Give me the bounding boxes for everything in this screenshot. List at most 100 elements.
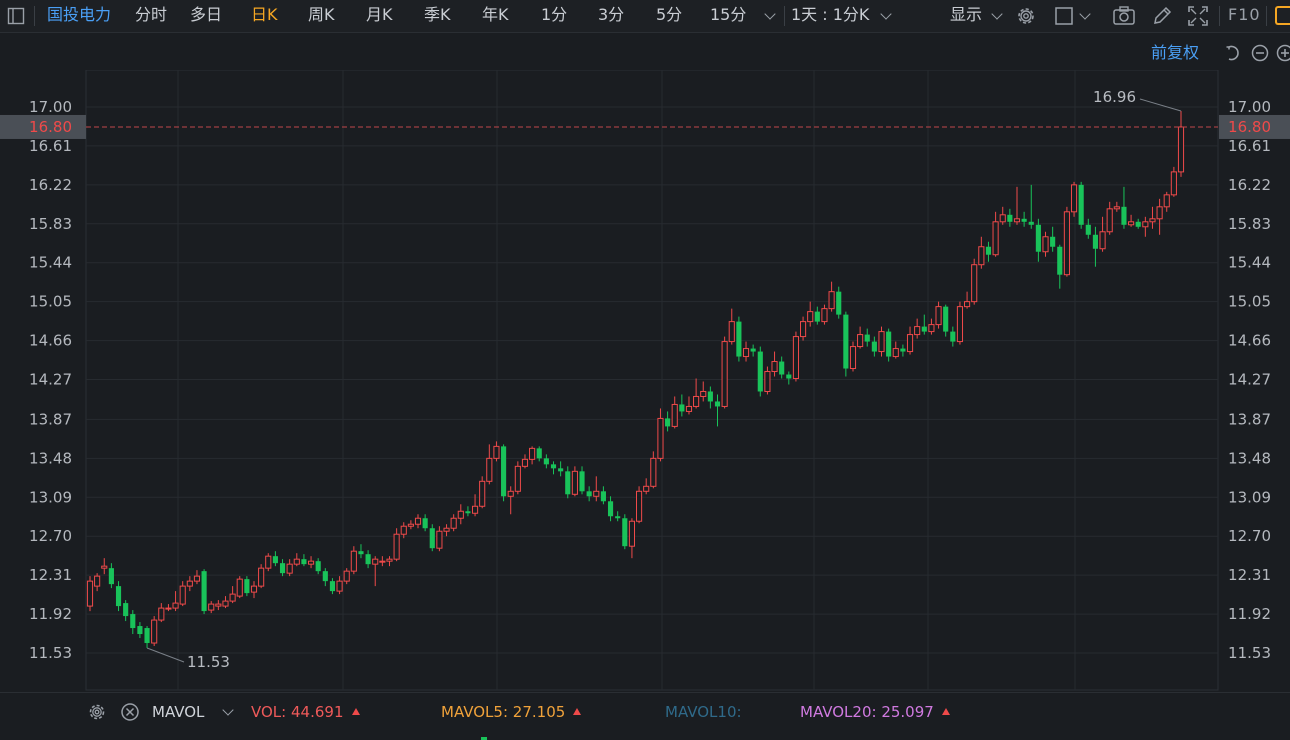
tab-fenshi[interactable]: 分时	[135, 5, 167, 25]
candle	[822, 305, 827, 325]
candle-body-down	[1007, 215, 1012, 222]
candle-body-down	[244, 579, 249, 593]
candle-body-up	[793, 337, 798, 379]
candle	[850, 342, 855, 372]
display-menu[interactable]: 显示	[950, 5, 982, 25]
orange-panel-button[interactable]	[1275, 6, 1290, 25]
draw-pencil-icon[interactable]	[1151, 5, 1173, 27]
candle-body-down	[1093, 235, 1098, 249]
candle	[451, 514, 456, 531]
candle-body-up	[686, 406, 691, 411]
candle-body-down	[1057, 247, 1062, 275]
price-tick-right: 11.92	[1228, 605, 1271, 623]
display-chevron-icon[interactable]	[991, 8, 1002, 19]
candle	[1129, 215, 1134, 227]
candle-body-up	[508, 491, 513, 496]
candle	[287, 559, 292, 576]
price-tick-left: 13.48	[29, 449, 72, 467]
tab-weekly-k[interactable]: 周K	[308, 5, 335, 25]
candle	[915, 319, 920, 339]
layout-chevron-icon[interactable]	[1079, 8, 1090, 19]
candle	[551, 461, 556, 474]
indicator-chevron-icon[interactable]	[222, 704, 233, 715]
candle	[351, 546, 356, 574]
indicator-settings-gear-icon[interactable]	[87, 702, 107, 722]
candle-body-up	[515, 466, 520, 491]
candle-body-up	[644, 486, 649, 491]
tab-quarterly-k[interactable]: 季K	[424, 5, 451, 25]
mavol20-value: 25.097	[881, 703, 934, 721]
candle-body-down	[323, 571, 328, 581]
candle-body-up	[351, 551, 356, 571]
candle	[815, 307, 820, 325]
zoom-in-icon[interactable]	[1276, 44, 1290, 62]
candle-body-up	[437, 531, 442, 548]
candle	[308, 556, 313, 568]
candle-body-down	[1029, 222, 1034, 225]
sidebar-toggle-icon[interactable]	[7, 7, 25, 25]
candle	[273, 551, 278, 566]
candle-body-up	[415, 518, 420, 524]
candle	[95, 573, 100, 591]
candle-body-up	[801, 322, 806, 337]
candle	[979, 237, 984, 269]
tab-duori[interactable]: 多日	[190, 5, 222, 25]
candle	[1121, 187, 1126, 229]
adjust-mode-label[interactable]: 前复权	[1151, 43, 1199, 63]
candle-body-down	[836, 292, 841, 315]
candle-body-up	[979, 247, 984, 265]
candle-body-down	[665, 418, 670, 426]
price-axis-left: 17.0016.6116.2215.8315.4415.0514.6614.27…	[29, 98, 72, 662]
tab-5min[interactable]: 5分	[656, 5, 682, 25]
candle-body-up	[337, 581, 342, 591]
tab-daily-k[interactable]: 日K	[251, 5, 278, 25]
candle-body-down	[144, 628, 149, 643]
candle-body-up	[487, 458, 492, 481]
candle-body-up	[102, 566, 107, 568]
candle-body-down	[423, 518, 428, 528]
candle-body-down	[130, 614, 135, 628]
candle	[1057, 245, 1062, 289]
candle-body-up	[1100, 232, 1105, 249]
stock-name[interactable]: 国投电力	[47, 5, 111, 25]
candle-body-down	[587, 491, 592, 496]
settings-gear-icon[interactable]	[1015, 5, 1037, 27]
fullscreen-icon[interactable]	[1187, 5, 1209, 27]
toolbar-divider	[34, 6, 35, 26]
candle-body-down	[950, 332, 955, 342]
vol-value: 44.691	[291, 703, 344, 721]
indicator-selector[interactable]: MAVOL	[152, 702, 204, 722]
tab-yearly-k[interactable]: 年K	[482, 5, 509, 25]
candle	[622, 514, 627, 549]
candle	[123, 600, 128, 621]
candlestick-chart[interactable]: 17.0016.6116.2215.8315.4415.0514.6614.27…	[0, 70, 1290, 692]
tab-15min[interactable]: 15分	[710, 5, 746, 25]
close-indicator-icon[interactable]	[120, 702, 140, 722]
interval-chevron-icon[interactable]	[880, 8, 891, 19]
candle	[801, 317, 806, 341]
price-tick-right: 16.22	[1228, 176, 1271, 194]
candle-body-down	[137, 626, 142, 634]
f10-button[interactable]: F10	[1228, 5, 1261, 25]
candle-body-up	[594, 491, 599, 496]
vol-label: VOL:	[251, 703, 286, 721]
candle	[544, 454, 549, 468]
camera-screenshot-icon[interactable]	[1112, 5, 1136, 27]
interval-selector[interactable]: 1天 : 1分K	[791, 5, 869, 25]
undo-icon[interactable]	[1224, 44, 1242, 62]
candle	[515, 461, 520, 494]
candle	[194, 570, 199, 584]
candle-body-up	[722, 342, 727, 407]
tab-3min[interactable]: 3分	[598, 5, 624, 25]
candle	[223, 596, 228, 608]
candle	[187, 576, 192, 591]
tab-1min[interactable]: 1分	[541, 5, 567, 25]
checkbox-square-icon[interactable]	[1054, 6, 1074, 26]
max-price-label: 16.96	[1093, 88, 1136, 106]
candle	[423, 514, 428, 531]
candle-body-down	[579, 471, 584, 491]
more-periods-chevron-icon[interactable]	[764, 8, 775, 19]
candle-body-up	[1164, 195, 1169, 207]
tab-monthly-k[interactable]: 月K	[366, 5, 393, 25]
zoom-out-icon[interactable]	[1251, 44, 1269, 62]
